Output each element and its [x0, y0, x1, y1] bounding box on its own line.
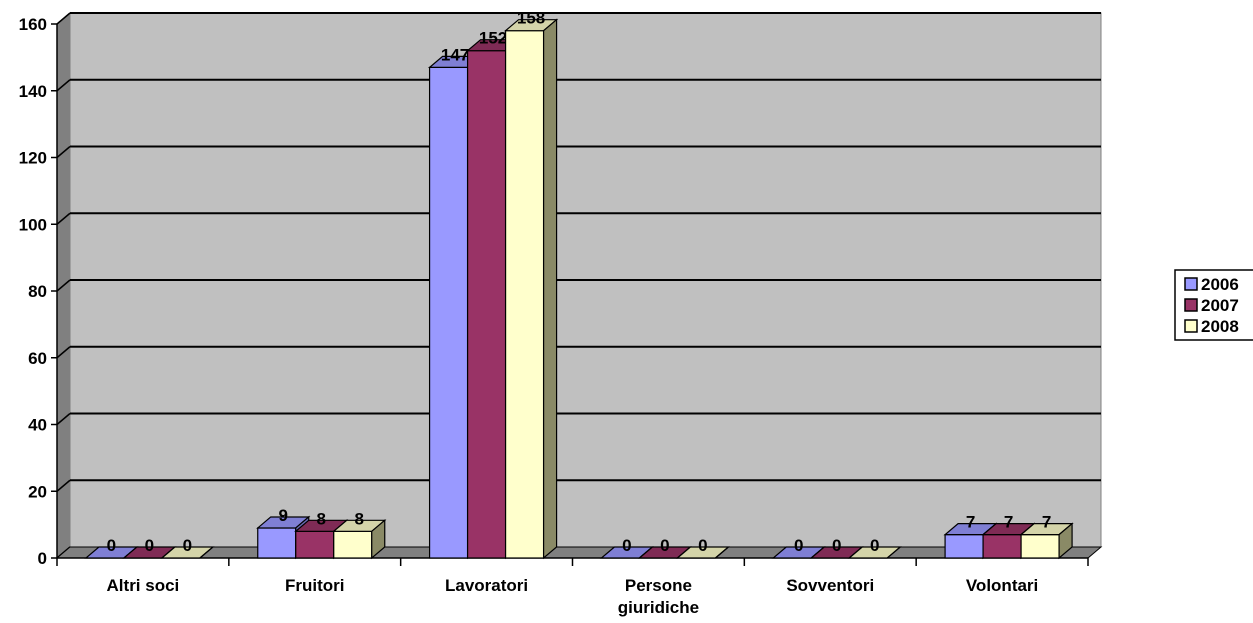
y-tick-label: 80	[28, 282, 47, 301]
data-label: 0	[794, 536, 803, 555]
bar-side	[371, 519, 386, 560]
data-label: 0	[870, 536, 879, 555]
data-label: 7	[1004, 513, 1013, 532]
gridline-depth	[56, 212, 71, 225]
x-category-label: Altri soci	[107, 576, 180, 595]
data-label: 0	[183, 536, 192, 555]
x-category-label: Volontari	[966, 576, 1038, 595]
y-tick-label: 20	[28, 482, 47, 501]
y-tick-label: 120	[19, 149, 47, 168]
bar-side	[715, 546, 729, 559]
data-label: 0	[622, 536, 631, 555]
bar-front	[944, 534, 984, 559]
bar-front	[295, 530, 335, 559]
gridline-depth	[56, 279, 71, 292]
legend-swatch	[1184, 277, 1198, 291]
data-label: 0	[660, 536, 669, 555]
data-label: 0	[145, 536, 154, 555]
data-label: 9	[279, 506, 288, 525]
y-tick-label: 160	[19, 15, 47, 34]
bar-front	[466, 50, 507, 559]
data-label: 8	[355, 509, 364, 528]
y-tick-label: 100	[19, 215, 47, 234]
data-label: 0	[832, 536, 841, 555]
bar-side	[542, 18, 558, 560]
bar-front	[428, 66, 469, 559]
gridline-depth	[56, 145, 71, 159]
legend-label: 2008	[1201, 317, 1239, 336]
bar-front	[333, 530, 373, 559]
legend-label: 2007	[1201, 296, 1239, 315]
x-category-label: Lavoratori	[445, 576, 528, 595]
legend-swatch	[1184, 298, 1198, 312]
data-label: 7	[966, 513, 975, 532]
bar-front	[1020, 534, 1060, 559]
bar-front	[504, 30, 545, 559]
gridline-depth	[56, 79, 71, 92]
legend-label: 2006	[1201, 275, 1239, 294]
gridline-depth	[56, 412, 71, 426]
y-tick-label: 140	[19, 82, 47, 101]
data-label: 8	[317, 509, 326, 528]
data-label: 158	[517, 9, 545, 28]
x-category-label: giuridiche	[618, 598, 699, 617]
bar-front	[982, 534, 1022, 559]
bar-side	[199, 546, 214, 559]
data-label: 0	[698, 536, 707, 555]
bar-side	[1058, 522, 1073, 560]
y-tick-label: 60	[28, 349, 47, 368]
plot-floor	[55, 546, 1103, 559]
data-label: 7	[1042, 513, 1051, 532]
x-category-label: Sovventori	[786, 576, 874, 595]
x-category-label: Fruitori	[285, 576, 345, 595]
y-tick-label: 40	[28, 416, 47, 435]
data-label: 147	[441, 45, 469, 64]
gridline-depth	[56, 479, 71, 492]
x-category-label: Persone	[625, 576, 692, 595]
gridline-depth	[56, 346, 71, 359]
data-label: 0	[107, 536, 116, 555]
legend-swatch	[1184, 319, 1198, 333]
bar-side	[886, 546, 901, 559]
y-tick-label: 0	[38, 549, 47, 568]
gridline-depth	[56, 12, 71, 25]
data-label: 152	[479, 29, 507, 48]
bar-front	[257, 527, 297, 559]
